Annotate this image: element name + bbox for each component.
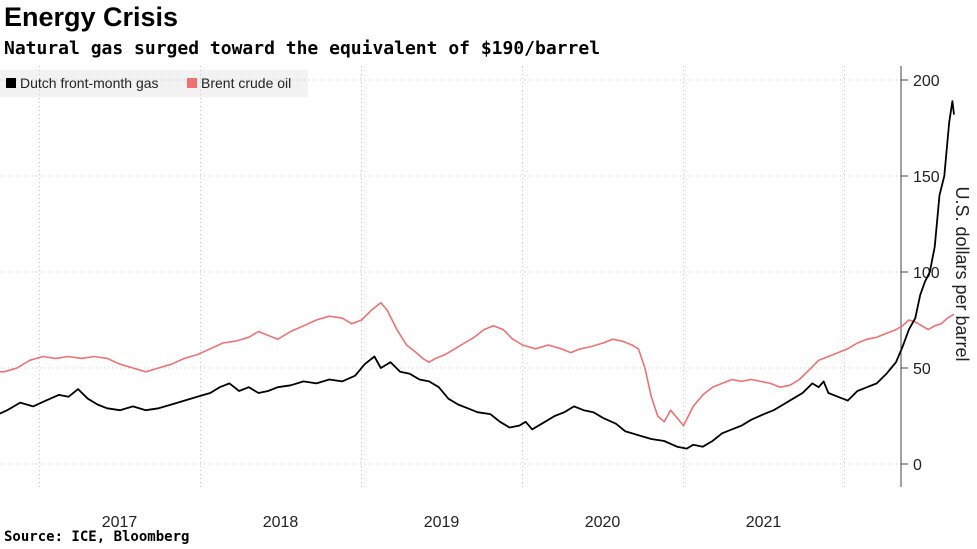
x-tick-label: 2019 — [424, 514, 460, 531]
y-tick-label: 100 — [913, 265, 940, 282]
series-layer — [0, 100, 955, 450]
chart-title: Energy Crisis — [4, 2, 179, 32]
y-tick-label: 0 — [913, 457, 922, 474]
legend: Dutch front-month gas Brent crude oil — [6, 75, 291, 91]
legend-label-gas: Dutch front-month gas — [20, 75, 159, 91]
chart-subtitle: Natural gas surged toward the equivalent… — [4, 38, 601, 59]
source-note: Source: ICE, Bloomberg — [4, 529, 190, 545]
y-tick-label: 200 — [913, 73, 940, 90]
legend-swatch-brent — [187, 78, 197, 88]
series-line-brent-crude — [0, 301, 955, 427]
y-axis-label: U.S. dollars per barrel — [952, 186, 972, 361]
axes: 050100150200201620172018201920202021 — [102, 66, 940, 531]
x-tick-label: 2018 — [263, 514, 299, 531]
y-tick-label: 50 — [913, 361, 931, 378]
legend-background — [0, 70, 308, 97]
series-line-dutch-gas — [0, 100, 955, 450]
x-tick-label: 2021 — [746, 514, 782, 531]
x-tick-label: 2020 — [585, 514, 621, 531]
legend-label-brent: Brent crude oil — [201, 75, 291, 91]
y-tick-label: 150 — [913, 169, 940, 186]
x-tick-label: 2017 — [102, 514, 138, 531]
legend-swatch-gas — [6, 78, 16, 88]
gridlines — [0, 66, 901, 487]
